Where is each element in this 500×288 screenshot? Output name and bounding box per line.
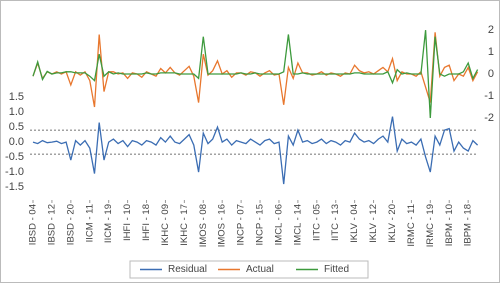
y-tick-label: 0.0 <box>9 136 24 148</box>
x-tick-label: IKLV - 04 <box>349 204 360 243</box>
x-tick-label: IBSD - 12 <box>46 204 57 245</box>
legend-box <box>129 260 369 279</box>
x-tick-label: IMOS - 08 <box>198 204 209 247</box>
y-tick-label: 1.5 <box>9 91 24 103</box>
x-tick-label: IKLV - 12 <box>368 204 379 243</box>
x-tick-label: IKLV - 20 <box>387 204 398 243</box>
y-tick-label: -1.0 <box>5 166 24 178</box>
x-tick-label: IHFI - 10 <box>122 204 133 241</box>
x-tick-label: IBPM - 10 <box>444 204 455 246</box>
x-tick-label: IRMC - 19 <box>425 204 436 247</box>
x-tick-label: IBSD - 04 <box>28 204 39 245</box>
series-line <box>32 30 479 119</box>
x-tick-label: IICM - 11 <box>84 204 95 242</box>
x-tick-label: IMCL - 06 <box>273 204 284 245</box>
x-tick-label: INCP - 07 <box>236 204 247 246</box>
x-tick-label: IRMC - 11 <box>406 204 417 247</box>
x-tick-label: IKHC - 17 <box>179 204 190 246</box>
legend-label: Actual <box>246 264 274 275</box>
x-tick-label: IHFI - 18 <box>141 204 152 241</box>
legend-label: Residual <box>168 264 207 275</box>
x-tick-label: IICM - 19 <box>103 204 114 243</box>
x-tick-label: INCP - 15 <box>255 204 266 246</box>
x-tick-label: IBSD - 20 <box>65 204 76 245</box>
x-tick-label: IITC - 05 <box>311 204 322 241</box>
legend-label: Fitted <box>324 264 349 275</box>
x-tick-label: IITC - 13 <box>330 204 341 241</box>
y2-tick-label: -2 <box>484 112 494 124</box>
x-tick-label: IKHC - 09 <box>160 204 171 246</box>
y2-tick-label: 0 <box>488 68 494 80</box>
y-tick-label: 0.5 <box>9 121 24 133</box>
y2-tick-label: -1 <box>484 90 494 102</box>
y2-tick-label: 2 <box>488 24 494 36</box>
y-tick-label: 1.0 <box>9 106 24 118</box>
x-tick-label: IBPM - 18 <box>463 204 474 246</box>
y2-tick-label: 1 <box>488 46 494 58</box>
x-tick-label: IMOS - 16 <box>217 204 228 247</box>
series-line <box>32 116 479 185</box>
y-tick-label: -1.5 <box>5 181 24 193</box>
y-tick-label: -0.5 <box>5 151 24 163</box>
x-tick-label: IMCL - 14 <box>292 204 303 245</box>
